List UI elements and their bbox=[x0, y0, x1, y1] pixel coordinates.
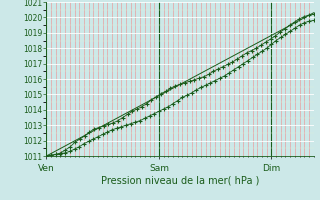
X-axis label: Pression niveau de la mer( hPa ): Pression niveau de la mer( hPa ) bbox=[101, 175, 259, 185]
